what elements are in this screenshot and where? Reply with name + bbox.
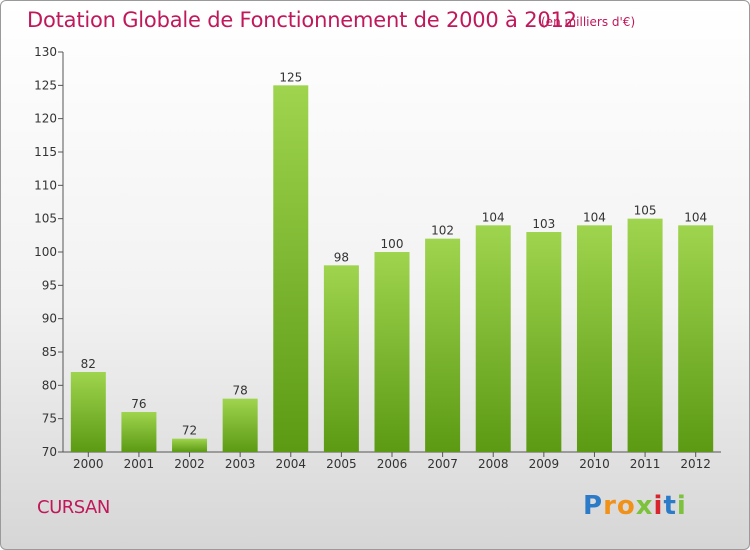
x-tick-label: 2009 (529, 457, 560, 471)
x-tick-label: 2002 (174, 457, 205, 471)
bar (526, 232, 562, 452)
x-tick-label: 2005 (326, 457, 357, 471)
proxiti-logo[interactable]: Proxiti (583, 491, 687, 521)
bar (678, 225, 714, 452)
x-tick-label: 2000 (73, 457, 104, 471)
bar-value-label: 105 (634, 204, 657, 218)
y-tick-label: 75 (42, 412, 57, 426)
y-tick-label: 110 (34, 178, 57, 192)
y-tick-label: 105 (34, 212, 57, 226)
bar-value-label: 125 (279, 70, 302, 84)
y-tick-label: 70 (42, 445, 57, 459)
commune-name: CURSAN (37, 497, 110, 518)
chart-title: Dotation Globale de Fonctionnement de 20… (27, 8, 577, 32)
x-tick-label: 2007 (427, 457, 458, 471)
x-tick-label: 2011 (630, 457, 661, 471)
y-tick-label: 95 (42, 278, 57, 292)
bar (172, 438, 208, 452)
logo-letter: i (653, 491, 664, 521)
logo-letter: i (676, 491, 687, 521)
x-tick-label: 2012 (680, 457, 711, 471)
logo-letter: P (583, 491, 604, 521)
y-tick-label: 85 (42, 345, 57, 359)
bar-value-label: 104 (684, 210, 707, 224)
bar (273, 85, 309, 452)
logo-letter: o (616, 491, 636, 521)
bar (222, 398, 258, 452)
bar-value-label: 104 (583, 210, 606, 224)
bar-value-label: 100 (381, 237, 404, 251)
bar (627, 218, 663, 452)
y-tick-label: 130 (34, 45, 57, 59)
bar-value-label: 104 (482, 210, 505, 224)
unit-label: (en milliers d'€) (541, 15, 636, 29)
bar-value-label: 76 (131, 397, 146, 411)
y-tick-label: 125 (34, 78, 57, 92)
bar-value-label: 72 (182, 424, 197, 438)
y-tick-label: 100 (34, 245, 57, 259)
logo-letter: t (663, 491, 677, 521)
y-tick-label: 90 (42, 312, 57, 326)
y-tick-label: 120 (34, 112, 57, 126)
logo-letter: r (603, 491, 617, 521)
bar (121, 412, 157, 452)
bar (425, 238, 461, 452)
logo-letter: x (635, 491, 654, 521)
bar (576, 225, 612, 452)
bar-value-label: 102 (431, 224, 454, 238)
bar (475, 225, 511, 452)
bar-value-label: 78 (233, 384, 248, 398)
bar (323, 265, 359, 452)
x-tick-label: 2003 (225, 457, 256, 471)
x-tick-label: 2008 (478, 457, 509, 471)
x-tick-label: 2001 (124, 457, 155, 471)
x-tick-label: 2004 (275, 457, 306, 471)
y-tick-label: 80 (42, 378, 57, 392)
bar-value-label: 103 (532, 217, 555, 231)
x-tick-label: 2006 (377, 457, 408, 471)
bar (70, 372, 106, 452)
x-tick-label: 2010 (579, 457, 610, 471)
y-tick-label: 115 (34, 145, 57, 159)
bar (374, 252, 410, 452)
bar-value-label: 98 (334, 250, 349, 264)
bar-value-label: 82 (81, 357, 96, 371)
